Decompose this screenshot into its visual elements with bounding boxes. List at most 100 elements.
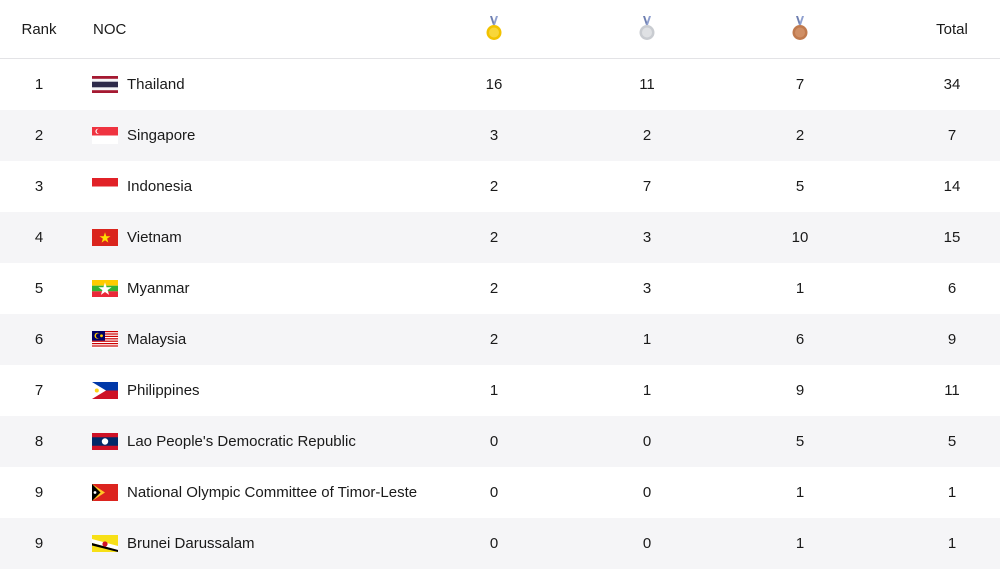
rank-cell: 4 bbox=[34, 229, 44, 246]
myanmar-flag-icon bbox=[92, 280, 118, 297]
noc-name[interactable]: Indonesia bbox=[127, 178, 193, 195]
table-header: Rank NOC Tot bbox=[0, 0, 1000, 59]
rank-cell: 6 bbox=[34, 331, 44, 348]
rank-cell: 1 bbox=[34, 76, 44, 93]
total-count: 5 bbox=[947, 433, 957, 450]
laos-flag-icon bbox=[92, 433, 118, 450]
table-row[interactable]: 1 Thailand 16 11 7 34 bbox=[0, 59, 1000, 110]
table-row[interactable]: 8 Lao People's Democratic Republic 0 0 5… bbox=[0, 416, 1000, 467]
bronze-count: 1 bbox=[795, 484, 805, 501]
total-count: 6 bbox=[947, 280, 957, 297]
noc-cell: Vietnam bbox=[92, 212, 472, 263]
table-row[interactable]: 3 Indonesia 2 7 5 14 bbox=[0, 161, 1000, 212]
noc-name[interactable]: Philippines bbox=[127, 382, 200, 399]
table-row[interactable]: 4 Vietnam 2 3 10 15 bbox=[0, 212, 1000, 263]
gold-medal-icon-svg bbox=[486, 16, 502, 40]
noc-cell: Philippines bbox=[92, 365, 472, 416]
total-count: 34 bbox=[943, 76, 961, 93]
noc-name[interactable]: Malaysia bbox=[127, 331, 187, 348]
silver-medal-icon-svg bbox=[639, 16, 655, 40]
rank-cell: 5 bbox=[34, 280, 44, 297]
noc-cell: National Olympic Committee of Timor-Lest… bbox=[92, 467, 472, 518]
noc-cell: Malaysia bbox=[92, 314, 472, 365]
gold-count: 2 bbox=[489, 229, 499, 246]
bronze-medal-icon[interactable] bbox=[750, 0, 850, 58]
bronze-count: 1 bbox=[795, 280, 805, 297]
total-count: 9 bbox=[947, 331, 957, 348]
rank-cell: 8 bbox=[34, 433, 44, 450]
gold-count: 2 bbox=[489, 280, 499, 297]
noc-name[interactable]: Vietnam bbox=[127, 229, 182, 246]
noc-name[interactable]: Brunei Darussalam bbox=[127, 535, 255, 552]
silver-count: 3 bbox=[642, 280, 652, 297]
thailand-flag-icon bbox=[92, 76, 118, 93]
bronze-medal-icon-svg bbox=[792, 16, 808, 40]
silver-count: 2 bbox=[642, 127, 652, 144]
noc-cell: Myanmar bbox=[92, 263, 472, 314]
noc-cell: Brunei Darussalam bbox=[92, 518, 472, 569]
gold-medal-icon[interactable] bbox=[444, 0, 544, 58]
noc-cell: Singapore bbox=[92, 110, 472, 161]
noc-name[interactable]: National Olympic Committee of Timor-Lest… bbox=[127, 484, 418, 501]
silver-count: 3 bbox=[642, 229, 652, 246]
table-row[interactable]: 9 National Olympic Committee of Timor-Le… bbox=[0, 467, 1000, 518]
total-header[interactable]: Total bbox=[936, 20, 968, 38]
silver-count: 11 bbox=[639, 76, 655, 93]
bronze-count: 2 bbox=[795, 127, 805, 144]
noc-name[interactable]: Lao People's Democratic Republic bbox=[127, 433, 356, 450]
noc-cell: Indonesia bbox=[92, 161, 472, 212]
gold-count: 0 bbox=[489, 433, 499, 450]
silver-medal-icon[interactable] bbox=[597, 0, 697, 58]
table-row[interactable]: 6 Malaysia 2 1 6 9 bbox=[0, 314, 1000, 365]
rank-header[interactable]: Rank bbox=[21, 20, 57, 38]
gold-count: 0 bbox=[489, 484, 499, 501]
rank-cell: 7 bbox=[34, 382, 44, 399]
total-count: 1 bbox=[947, 484, 957, 501]
gold-count: 3 bbox=[489, 127, 499, 144]
noc-header[interactable]: NOC bbox=[93, 20, 127, 38]
rank-cell: 9 bbox=[34, 535, 44, 552]
silver-count: 0 bbox=[642, 535, 652, 552]
bronze-count: 1 bbox=[795, 535, 805, 552]
noc-cell: Thailand bbox=[92, 59, 472, 110]
gold-count: 0 bbox=[489, 535, 499, 552]
bronze-count: 5 bbox=[795, 178, 805, 195]
gold-count: 2 bbox=[489, 331, 499, 348]
silver-count: 7 bbox=[642, 178, 652, 195]
malaysia-flag-icon bbox=[92, 331, 118, 348]
bronze-count: 5 bbox=[795, 433, 805, 450]
total-count: 1 bbox=[947, 535, 957, 552]
bronze-count: 6 bbox=[795, 331, 805, 348]
silver-count: 1 bbox=[642, 382, 652, 399]
total-count: 11 bbox=[944, 382, 960, 399]
table-row[interactable]: 9 Brunei Darussalam 0 0 1 1 bbox=[0, 518, 1000, 569]
table-row[interactable]: 2 Singapore 3 2 2 7 bbox=[0, 110, 1000, 161]
bronze-count: 9 bbox=[795, 382, 805, 399]
silver-count: 0 bbox=[642, 484, 652, 501]
rank-cell: 2 bbox=[34, 127, 44, 144]
rank-cell: 3 bbox=[34, 178, 44, 195]
philippines-flag-icon bbox=[92, 382, 118, 399]
rank-cell: 9 bbox=[34, 484, 44, 501]
total-count: 14 bbox=[943, 178, 961, 195]
noc-name[interactable]: Thailand bbox=[127, 76, 185, 93]
brunei-flag-icon bbox=[92, 535, 118, 552]
noc-name[interactable]: Singapore bbox=[127, 127, 196, 144]
noc-name[interactable]: Myanmar bbox=[127, 280, 190, 297]
total-count: 15 bbox=[943, 229, 961, 246]
timor-leste-flag-icon bbox=[92, 484, 118, 501]
bronze-count: 7 bbox=[795, 76, 805, 93]
silver-count: 1 bbox=[642, 331, 652, 348]
silver-count: 0 bbox=[642, 433, 652, 450]
gold-count: 1 bbox=[489, 382, 499, 399]
gold-count: 16 bbox=[485, 76, 503, 93]
total-count: 7 bbox=[947, 127, 957, 144]
table-row[interactable]: 5 Myanmar 2 3 1 6 bbox=[0, 263, 1000, 314]
table-row[interactable]: 7 Philippines 1 1 9 11 bbox=[0, 365, 1000, 416]
indonesia-flag-icon bbox=[92, 178, 118, 195]
noc-cell: Lao People's Democratic Republic bbox=[92, 416, 472, 467]
singapore-flag-icon bbox=[92, 127, 118, 144]
bronze-count: 10 bbox=[791, 229, 809, 246]
gold-count: 2 bbox=[489, 178, 499, 195]
